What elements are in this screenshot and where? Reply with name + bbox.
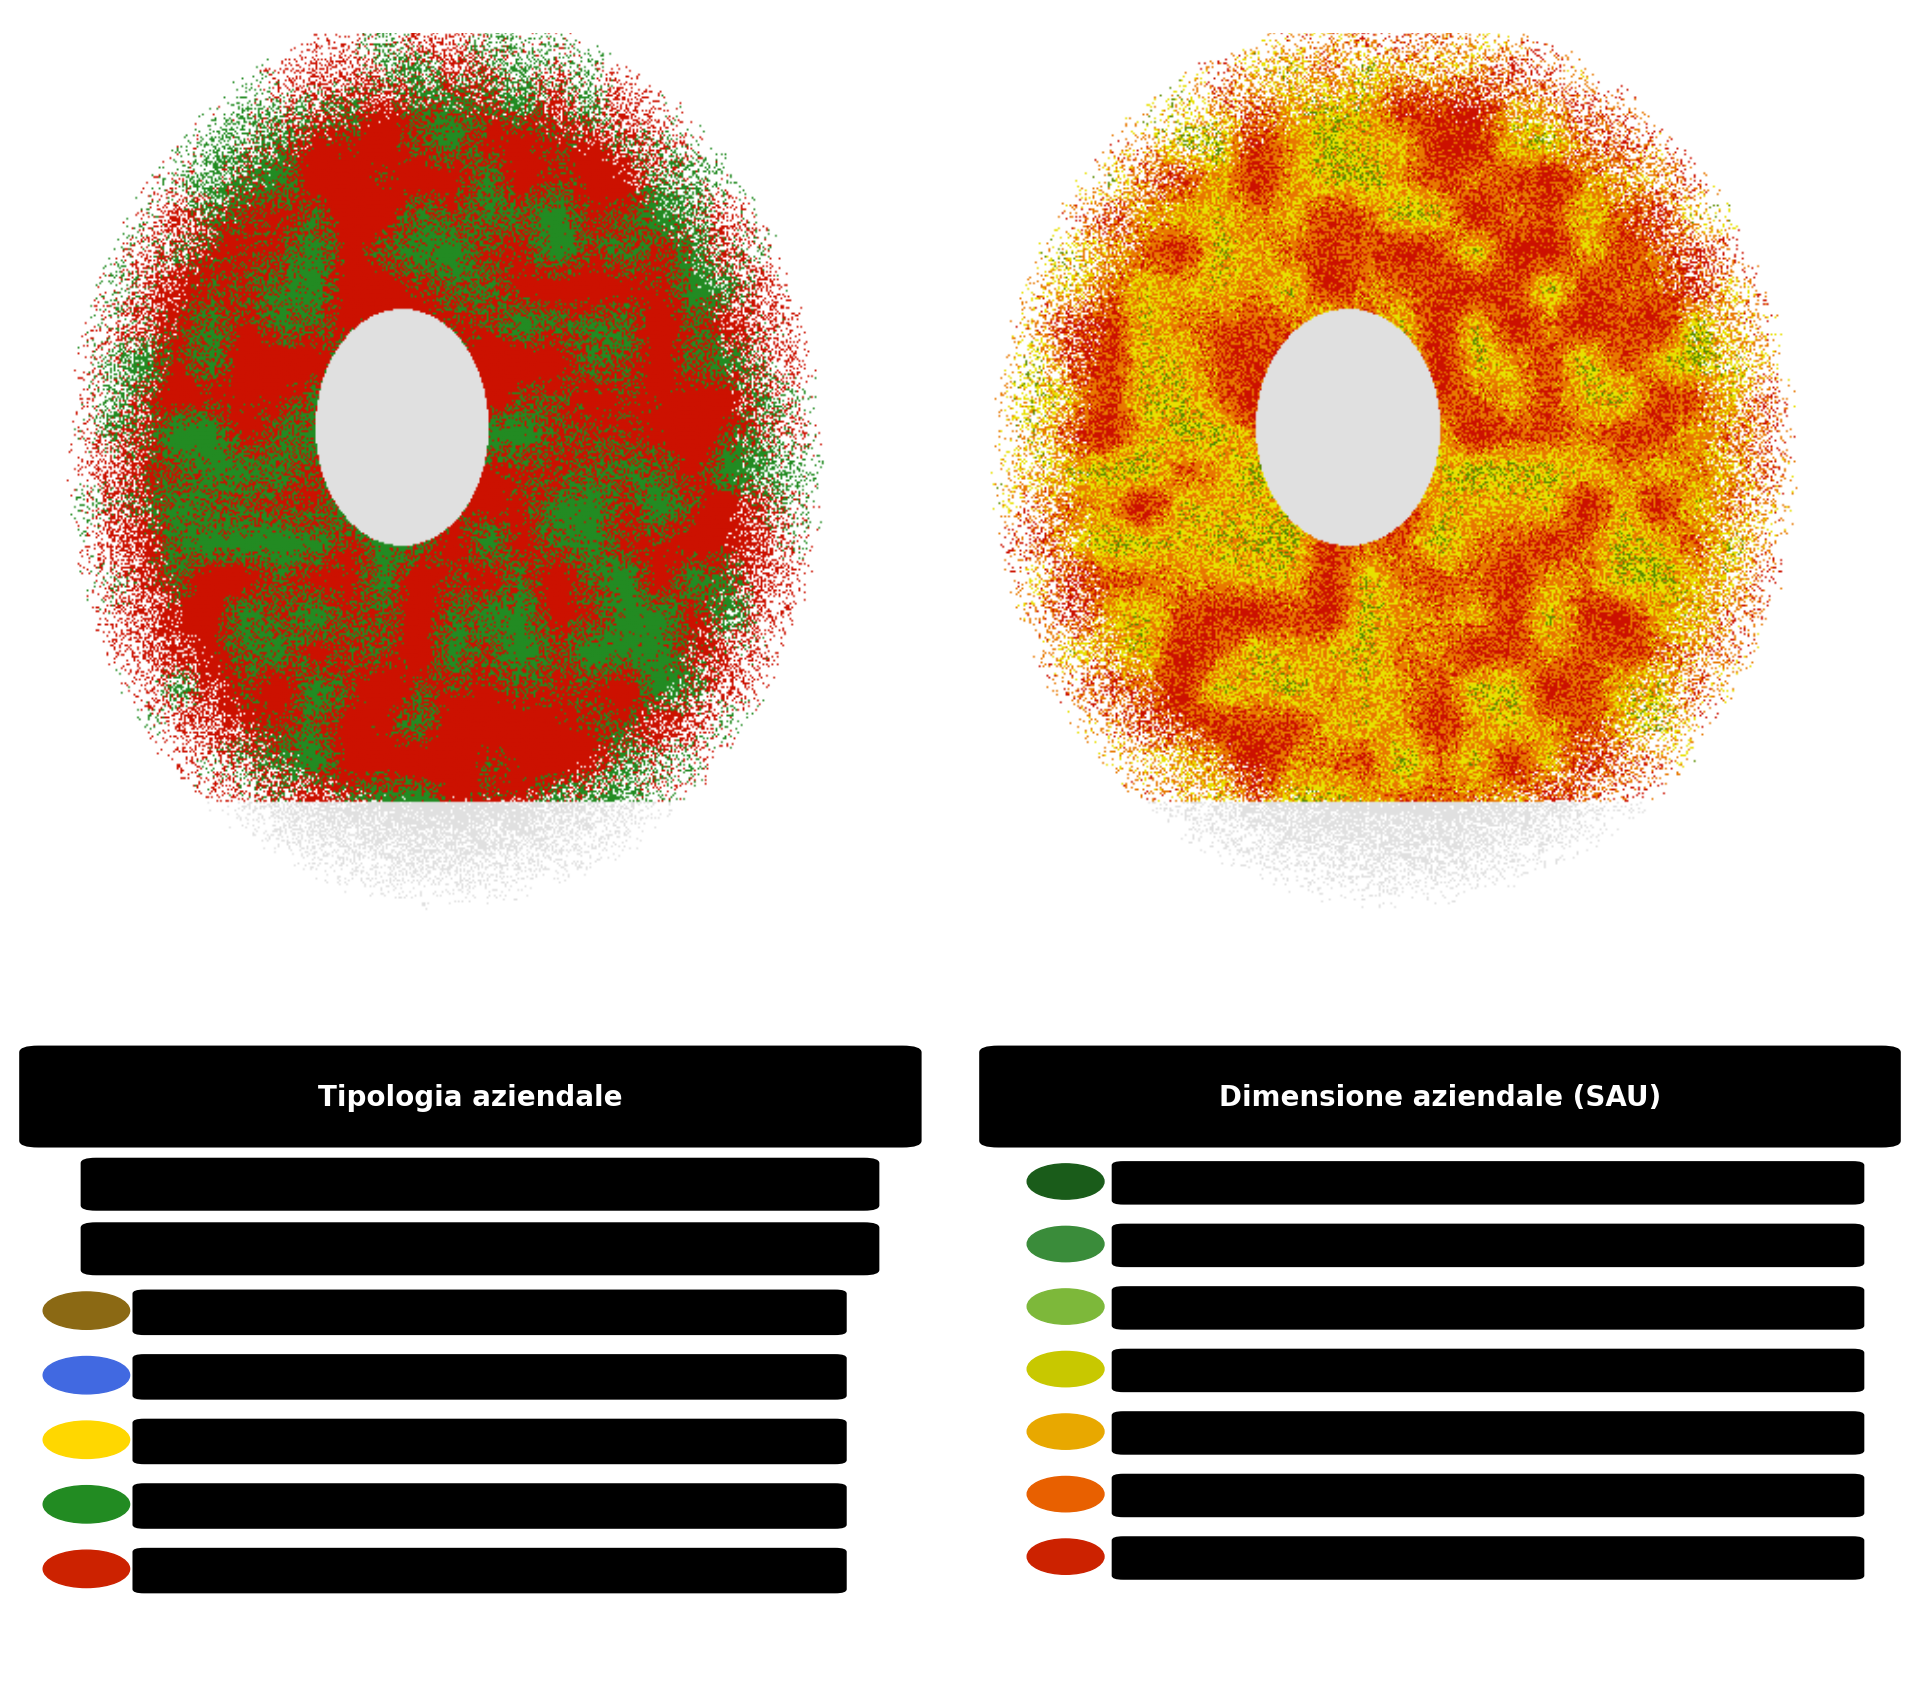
Ellipse shape: [1027, 1289, 1104, 1324]
FancyBboxPatch shape: [979, 1046, 1901, 1148]
Ellipse shape: [42, 1357, 129, 1394]
Ellipse shape: [1027, 1538, 1104, 1574]
Ellipse shape: [1027, 1477, 1104, 1511]
FancyBboxPatch shape: [1112, 1161, 1864, 1206]
FancyBboxPatch shape: [132, 1355, 847, 1399]
FancyBboxPatch shape: [1112, 1348, 1864, 1392]
FancyBboxPatch shape: [81, 1223, 879, 1275]
FancyBboxPatch shape: [132, 1549, 847, 1593]
FancyBboxPatch shape: [132, 1420, 847, 1464]
Ellipse shape: [42, 1486, 129, 1523]
Text: Tipologia aziendale: Tipologia aziendale: [319, 1083, 622, 1110]
FancyBboxPatch shape: [1112, 1411, 1864, 1455]
Ellipse shape: [1027, 1226, 1104, 1262]
FancyBboxPatch shape: [1112, 1474, 1864, 1518]
FancyBboxPatch shape: [1112, 1287, 1864, 1330]
Text: Dimensione aziendale (SAU): Dimensione aziendale (SAU): [1219, 1083, 1661, 1110]
Ellipse shape: [1027, 1165, 1104, 1199]
FancyBboxPatch shape: [132, 1290, 847, 1335]
FancyBboxPatch shape: [1112, 1224, 1864, 1267]
FancyBboxPatch shape: [19, 1046, 922, 1148]
Ellipse shape: [1027, 1352, 1104, 1387]
Ellipse shape: [1027, 1414, 1104, 1450]
FancyBboxPatch shape: [132, 1484, 847, 1528]
Ellipse shape: [42, 1292, 129, 1330]
FancyBboxPatch shape: [81, 1158, 879, 1211]
Ellipse shape: [42, 1550, 129, 1588]
FancyBboxPatch shape: [1112, 1537, 1864, 1579]
Ellipse shape: [42, 1421, 129, 1459]
